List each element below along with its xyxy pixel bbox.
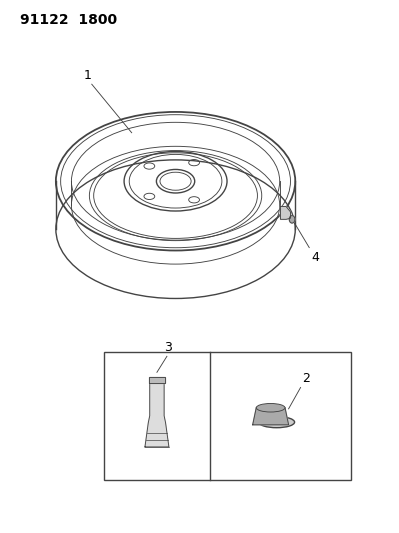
Polygon shape — [280, 206, 290, 220]
Bar — [104, 352, 351, 480]
Text: 2: 2 — [302, 372, 310, 385]
Text: 3: 3 — [164, 341, 172, 354]
Ellipse shape — [256, 403, 285, 412]
Text: 91122  1800: 91122 1800 — [20, 13, 117, 27]
Ellipse shape — [259, 417, 294, 427]
Circle shape — [289, 215, 295, 223]
Text: 4: 4 — [311, 251, 319, 264]
Polygon shape — [149, 376, 165, 383]
Polygon shape — [145, 383, 169, 447]
Text: 1: 1 — [84, 69, 92, 82]
Polygon shape — [253, 408, 288, 425]
